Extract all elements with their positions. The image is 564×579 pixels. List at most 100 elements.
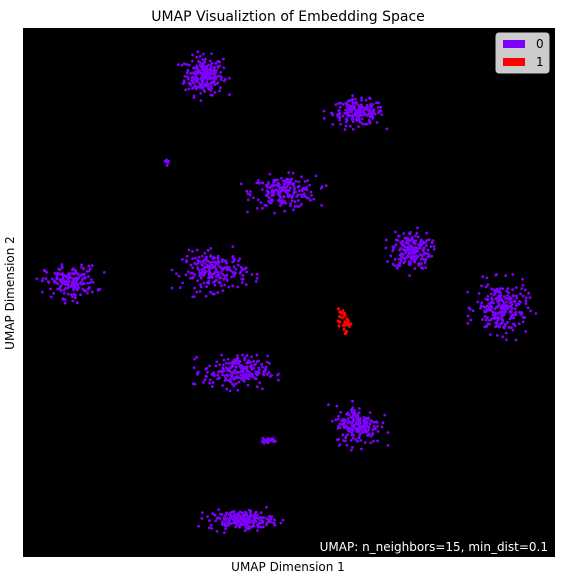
- scatter-point-series-0: [224, 527, 228, 530]
- scatter-point-series-0: [216, 262, 220, 266]
- scatter-point-series-0: [73, 294, 77, 297]
- scatter-point-series-0: [190, 79, 194, 82]
- scatter-point-series-0: [505, 300, 508, 304]
- scatter-point-series-0: [240, 378, 244, 382]
- scatter-point-series-0: [310, 193, 313, 197]
- scatter-point-series-0: [305, 185, 308, 189]
- scatter-point-series-0: [477, 291, 481, 295]
- scatter-point-series-0: [294, 179, 298, 183]
- scatter-point-series-0: [351, 102, 355, 105]
- scatter-point-series-0: [267, 515, 271, 518]
- scatter-point-series-0: [236, 285, 240, 289]
- scatter-point-series-0: [55, 277, 59, 281]
- scatter-point-series-0: [271, 199, 274, 202]
- scatter-point-series-0: [283, 186, 287, 190]
- scatter-point-series-0: [267, 371, 271, 374]
- scatter-point-series-0: [428, 255, 432, 258]
- scatter-point-series-0: [342, 424, 346, 428]
- scatter-point-series-0: [222, 531, 226, 535]
- scatter-point-series-0: [241, 373, 245, 377]
- scatter-point-series-0: [487, 308, 491, 312]
- scatter-point-series-0: [466, 321, 470, 325]
- scatter-point-series-0: [239, 373, 243, 377]
- scatter-point-series-0: [83, 275, 87, 279]
- scatter-point-series-0: [222, 515, 226, 519]
- scatter-point-series-0: [71, 295, 74, 299]
- scatter-point-series-0: [364, 106, 368, 110]
- scatter-point-series-0: [217, 273, 221, 276]
- scatter-point-series-0: [379, 109, 383, 113]
- scatter-point-series-0: [261, 387, 264, 391]
- scatter-point-series-0: [243, 529, 247, 533]
- scatter-point-series-0: [369, 419, 373, 423]
- scatter-point-series-0: [418, 253, 422, 256]
- scatter-point-series-0: [338, 118, 341, 122]
- scatter-point-series-0: [245, 354, 249, 357]
- scatter-point-series-0: [326, 403, 330, 407]
- scatter-point-series-0: [353, 97, 357, 101]
- scatter-point-series-0: [208, 364, 212, 368]
- scatter-point-series-0: [206, 515, 209, 518]
- scatter-point-series-0: [524, 330, 528, 333]
- scatter-point-series-0: [222, 66, 226, 70]
- scatter-point-series-0: [214, 61, 218, 65]
- scatter-point-series-0: [356, 439, 360, 443]
- scatter-point-series-0: [322, 116, 326, 120]
- scatter-point-series-0: [369, 102, 373, 106]
- scatter-point-series-0: [244, 375, 247, 378]
- scatter-point-series-0: [255, 385, 259, 389]
- scatter-point-series-0: [337, 108, 341, 112]
- scatter-point-series-0: [521, 283, 525, 287]
- scatter-point-series-0: [260, 362, 264, 366]
- scatter-point-series-0: [368, 411, 372, 414]
- scatter-point-series-1: [345, 317, 349, 321]
- scatter-point-series-0: [485, 309, 488, 313]
- scatter-point-series-0: [287, 171, 291, 174]
- scatter-point-series-0: [165, 164, 169, 167]
- scatter-point-series-0: [352, 433, 355, 437]
- scatter-point-series-0: [386, 260, 390, 263]
- scatter-point-series-0: [220, 523, 224, 526]
- scatter-point-series-0: [263, 203, 267, 207]
- scatter-point-series-0: [403, 257, 407, 261]
- scatter-point-series-0: [483, 325, 487, 329]
- scatter-point-series-0: [398, 248, 401, 252]
- scatter-point-series-0: [422, 246, 426, 250]
- scatter-point-series-0: [291, 171, 295, 175]
- scatter-point-series-0: [527, 291, 531, 295]
- scatter-point-series-0: [202, 267, 206, 271]
- scatter-point-series-0: [418, 243, 422, 247]
- scatter-point-series-0: [414, 234, 417, 238]
- scatter-point-series-0: [299, 193, 303, 197]
- scatter-point-series-0: [227, 379, 230, 382]
- scatter-point-series-0: [357, 125, 360, 129]
- scatter-point-series-0: [360, 117, 364, 121]
- scatter-point-series-0: [486, 322, 490, 326]
- scatter-point-series-0: [415, 231, 419, 235]
- scatter-point-series-0: [356, 103, 360, 107]
- scatter-point-series-0: [360, 98, 363, 102]
- scatter-point-series-0: [511, 288, 514, 292]
- scatter-point-series-0: [247, 377, 251, 381]
- scatter-point-series-0: [308, 198, 312, 202]
- scatter-point-series-0: [486, 316, 489, 320]
- scatter-point-series-0: [282, 188, 285, 191]
- scatter-point-series-0: [308, 183, 311, 187]
- scatter-point-series-0: [203, 60, 207, 64]
- scatter-point-series-0: [200, 82, 204, 86]
- scatter-point-series-0: [336, 115, 340, 118]
- scatter-point-series-0: [66, 286, 70, 290]
- scatter-point-series-0: [222, 522, 226, 525]
- scatter-point-series-0: [197, 255, 201, 259]
- scatter-point-series-0: [291, 208, 295, 212]
- scatter-point-series-1: [340, 316, 344, 320]
- scatter-point-series-1: [343, 320, 347, 324]
- scatter-point-series-0: [225, 516, 229, 520]
- scatter-point-series-0: [214, 267, 218, 271]
- scatter-point-series-0: [466, 314, 470, 318]
- scatter-point-series-0: [40, 290, 44, 294]
- scatter-point-series-0: [295, 205, 299, 208]
- scatter-point-series-0: [264, 183, 268, 187]
- scatter-point-series-0: [187, 63, 191, 67]
- scatter-point-series-0: [259, 201, 263, 204]
